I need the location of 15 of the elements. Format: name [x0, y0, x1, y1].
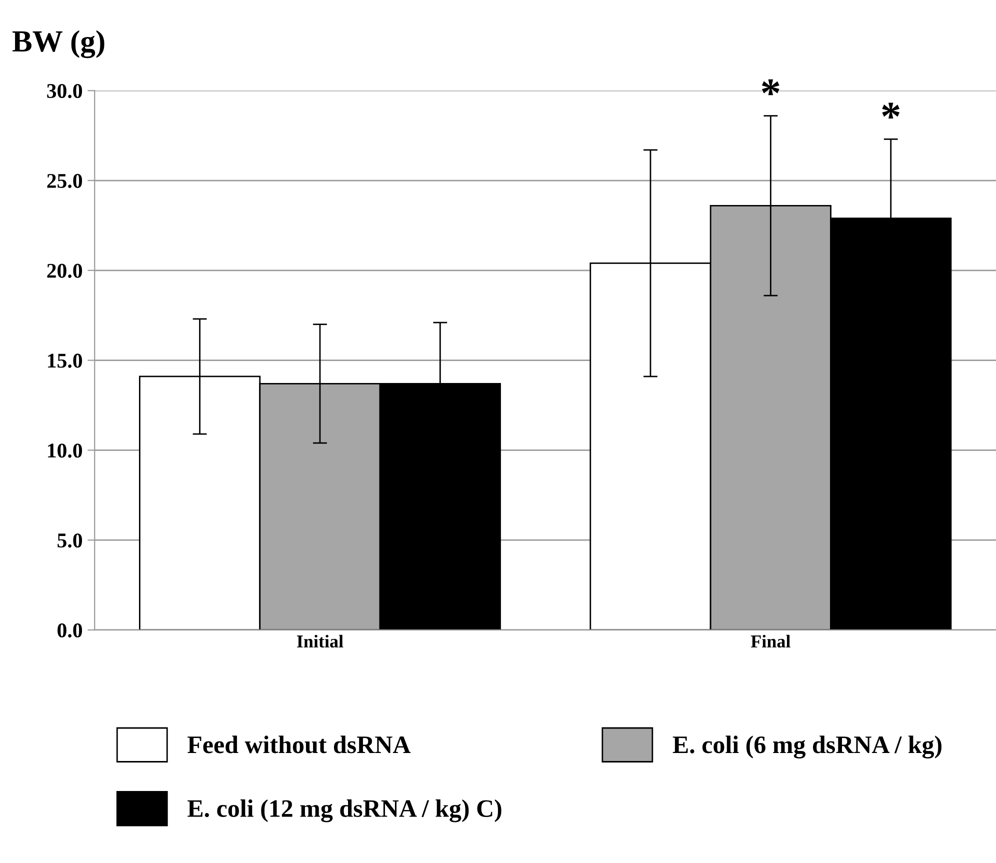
x-tick-label: Initial [296, 634, 344, 648]
y-tick-label: 0.0 [58, 623, 82, 638]
legend-label: Feed without dsRNA [188, 736, 411, 754]
legend-label: E. coli (6 mg dsRNA / kg) [672, 736, 942, 759]
annotation: * [882, 102, 900, 119]
y-tick-label: 25.0 [47, 174, 82, 188]
legend-label: E. coli (12 mg dsRNA / kg) C) [188, 799, 502, 822]
y-tick-label: 15.0 [48, 354, 82, 368]
y-tick-label: 10.0 [48, 444, 82, 458]
y-tick-label: 5.0 [58, 533, 82, 548]
y-tick-label: 30.0 [47, 84, 82, 98]
chart-title: BW (g) [12, 30, 104, 58]
x-tick-label: Final [750, 634, 790, 648]
y-tick-label: 20.0 [47, 264, 82, 278]
annotation: * [762, 79, 780, 96]
